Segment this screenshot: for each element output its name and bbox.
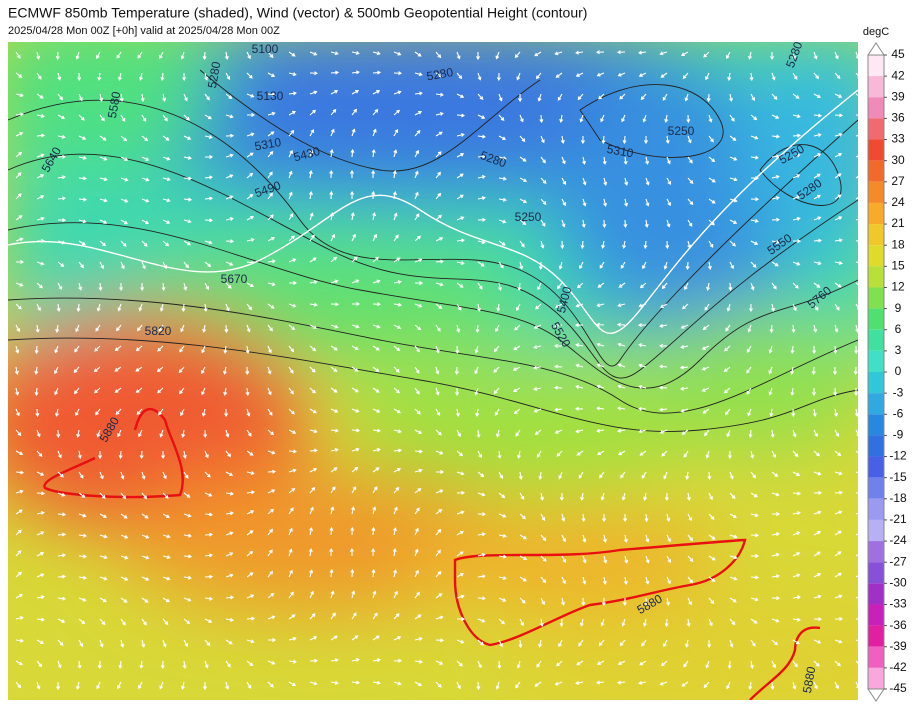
colorbar-tick-label: -21 — [889, 512, 907, 526]
map-area — [8, 42, 858, 700]
colorbar-tick-label: 24 — [891, 195, 905, 209]
colorbar-band — [868, 414, 884, 436]
colorbar-band — [868, 266, 884, 288]
colorbar-tick-label: 36 — [891, 111, 905, 125]
contour-label: 5670 — [221, 272, 248, 286]
colorbar-tick-label: 33 — [891, 132, 905, 146]
colorbar-band — [868, 477, 884, 499]
contour-label: 5400 — [554, 285, 575, 315]
contour-label: 5250 — [668, 124, 695, 138]
contour-label: 5880 — [800, 665, 818, 694]
contour-label: 5100 — [252, 42, 279, 56]
colorbar-band — [868, 435, 884, 457]
colorbar-band — [868, 393, 884, 415]
colorbar-bottom-cap — [867, 688, 885, 702]
contour-label: 5580 — [105, 90, 123, 119]
colorbar-band — [868, 350, 884, 372]
colorbar-tick-label: 42 — [891, 68, 905, 82]
colorbar-band — [868, 76, 884, 98]
colorbar-tick-label: -27 — [889, 554, 907, 568]
contour-label: 5250 — [515, 210, 542, 224]
colorbar: 4542393633302724211815129630-3-6-9-12-15… — [867, 42, 907, 702]
colorbar-tick-label: -36 — [889, 618, 907, 632]
colorbar-tick-label: -9 — [893, 428, 904, 442]
colorbar-band — [868, 604, 884, 626]
colorbar-band — [868, 160, 884, 182]
colorbar-tick-label: 6 — [895, 322, 902, 336]
title: ECMWF 850mb Temperature (shaded), Wind (… — [8, 5, 587, 21]
colorbar-tick-label: 9 — [895, 301, 902, 315]
colorbar-tick-label: -39 — [889, 639, 907, 653]
colorbar-band — [868, 308, 884, 330]
colorbar-tick-label: 0 — [895, 364, 902, 378]
colorbar-tick-label: 15 — [891, 259, 905, 273]
colorbar-band — [868, 456, 884, 478]
colorbar-band — [868, 667, 884, 689]
colorbar-band — [868, 519, 884, 542]
colorbar-tick-label: 21 — [891, 216, 905, 230]
colorbar-band — [868, 287, 884, 309]
contour-label: 5310 — [606, 142, 635, 160]
colorbar-top-cap — [867, 42, 885, 56]
subtitle: 2025/04/28 Mon 00Z [+0h] valid at 2025/0… — [8, 25, 280, 37]
colorbar-tick-label: 39 — [891, 89, 905, 103]
height-contours — [8, 69, 858, 433]
colorbar-band — [868, 139, 884, 161]
colorbar-band — [868, 202, 884, 225]
colorbar-tick-label: 27 — [891, 174, 905, 188]
wind-vectors — [14, 50, 858, 691]
colorbar-tick-label: -33 — [889, 597, 907, 611]
colorbar-band — [868, 55, 884, 77]
colorbar-tick-label: 18 — [891, 237, 905, 251]
contour-label: 5280 — [425, 65, 454, 83]
contour-label: 5130 — [257, 89, 284, 103]
colorbar-tick-label: -45 — [889, 681, 907, 695]
colorbar-band — [868, 329, 884, 351]
colorbar-unit: degC — [863, 26, 889, 38]
colorbar-band — [868, 181, 884, 203]
colorbar-band — [868, 541, 884, 563]
contour-label: 5310 — [253, 135, 282, 153]
colorbar-tick-label: 45 — [891, 47, 905, 61]
colorbar-band — [868, 498, 884, 520]
colorbar-tick-label: -3 — [893, 385, 904, 399]
contour-label: 5430 — [292, 144, 322, 165]
colorbar-band — [868, 583, 884, 605]
colorbar-tick-label: -42 — [889, 660, 907, 674]
colorbar-tick-label: -6 — [893, 406, 904, 420]
zero-isotherm — [8, 89, 858, 334]
colorbar-band — [868, 245, 884, 267]
colorbar-band — [868, 646, 884, 668]
colorbar-tick-label: -30 — [889, 576, 907, 590]
colorbar-band — [868, 562, 884, 584]
colorbar-band — [868, 118, 884, 140]
colorbar-tick-label: 12 — [891, 280, 905, 294]
colorbar-tick-label: 30 — [891, 153, 905, 167]
colorbar-band — [868, 625, 884, 647]
colorbar-band — [868, 97, 884, 119]
colorbar-tick-label: 3 — [895, 343, 902, 357]
contour-label: 5820 — [145, 324, 172, 338]
temperature-field — [8, 42, 858, 700]
colorbar-tick-label: -12 — [889, 449, 907, 463]
colorbar-tick-label: -15 — [889, 470, 907, 484]
colorbar-tick-label: -18 — [889, 491, 907, 505]
colorbar-band — [868, 372, 884, 394]
contour-label: 5280 — [205, 60, 223, 89]
colorbar-band — [868, 224, 884, 246]
colorbar-tick-label: -24 — [889, 533, 907, 547]
